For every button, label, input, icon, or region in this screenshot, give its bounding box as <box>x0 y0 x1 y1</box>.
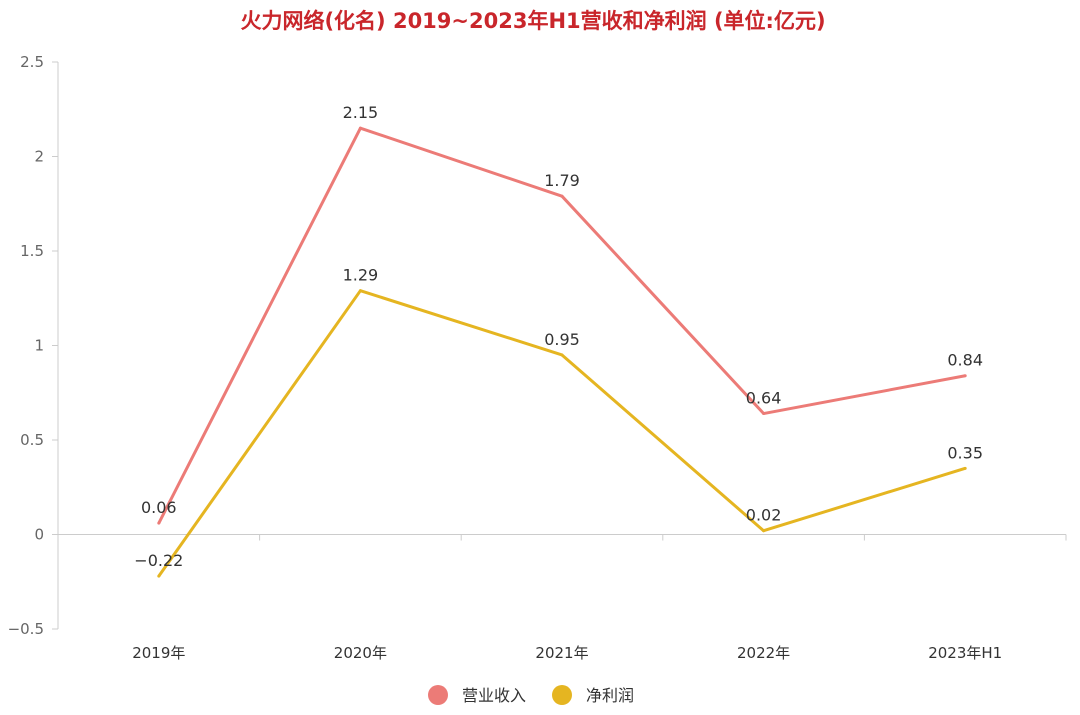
x-tick-label: 2020年 <box>334 644 387 662</box>
data-label: 0.95 <box>544 330 580 349</box>
legend: 营业收入 净利润 <box>428 685 634 705</box>
x-tick-label: 2021年 <box>535 644 588 662</box>
data-point <box>560 194 564 198</box>
data-label: 1.79 <box>544 171 580 190</box>
y-tick-label: 0 <box>34 526 44 544</box>
y-tick-label: 2.5 <box>20 53 44 71</box>
data-point <box>157 574 161 578</box>
y-tick-label: 1.5 <box>20 242 44 260</box>
data-label: 0.06 <box>141 498 177 517</box>
legend-swatch <box>428 685 448 705</box>
legend-label: 净利润 <box>586 686 634 705</box>
data-point <box>358 126 362 130</box>
data-label: 0.35 <box>947 443 983 462</box>
y-tick-label: 2 <box>34 148 44 166</box>
data-label: 1.29 <box>343 266 379 285</box>
y-tick-label: −0.5 <box>8 620 44 638</box>
data-label: 0.84 <box>947 351 983 370</box>
data-label: 0.64 <box>746 389 782 408</box>
x-tick-label: 2023年H1 <box>928 644 1002 662</box>
data-point <box>762 529 766 533</box>
data-point <box>963 374 967 378</box>
data-point <box>157 521 161 525</box>
legend-swatch <box>552 685 572 705</box>
x-tick-label: 2022年 <box>737 644 790 662</box>
legend-label: 营业收入 <box>462 686 526 705</box>
data-label: 0.02 <box>746 506 782 525</box>
data-point <box>963 466 967 470</box>
x-tick-label: 2019年 <box>132 644 185 662</box>
y-tick-label: 0.5 <box>20 431 44 449</box>
data-point <box>762 412 766 416</box>
chart-title: 火力网络(化名) 2019~2023年H1营收和净利润 (单位:亿元) <box>240 9 825 33</box>
data-point <box>560 353 564 357</box>
data-point <box>358 289 362 293</box>
series-lines <box>157 126 967 578</box>
data-label: −0.22 <box>134 551 183 570</box>
data-labels: 0.06 2.15 1.79 0.64 0.84 −0.22 1.29 0.95 0.02 0.3… <box>134 103 983 570</box>
axes: 2.5 2 1.5 1 0.5 0 −0.5 2019年 2020年 2021年 2022年 2023… <box>8 53 1067 662</box>
data-label: 2.15 <box>343 103 379 122</box>
y-tick-label: 1 <box>34 337 44 355</box>
